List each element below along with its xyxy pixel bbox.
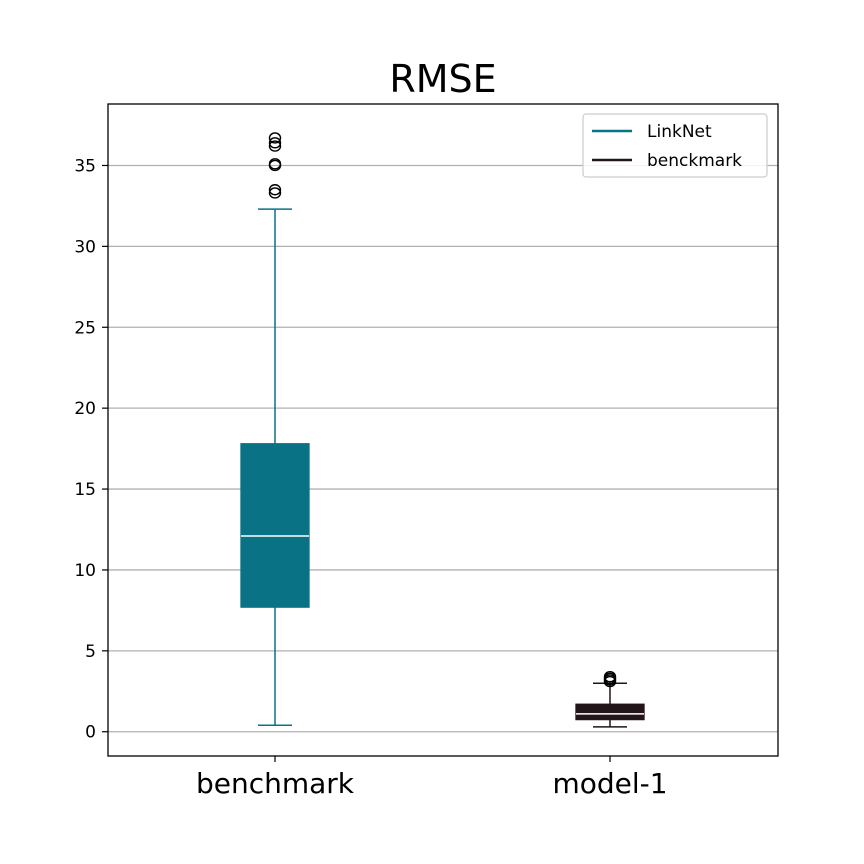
outlier-point xyxy=(603,671,617,683)
plot-frame xyxy=(107,103,779,757)
y-tick-label: 10 xyxy=(74,561,96,581)
axes: 0 5 10 15 20 25 30 35 benchmark model-1 xyxy=(74,156,667,800)
y-tick-label: 20 xyxy=(74,399,96,419)
grid-lines xyxy=(108,164,778,733)
legend: LinkNet benckmark xyxy=(582,113,768,178)
outlier-point xyxy=(268,184,282,196)
box-body xyxy=(240,443,310,608)
chart-title: RMSE xyxy=(389,57,496,101)
box-group-benchmark xyxy=(240,132,310,727)
box-group-model-1 xyxy=(575,671,645,728)
y-tick-label: 15 xyxy=(74,480,96,500)
legend-label: benckmark xyxy=(647,151,742,171)
y-tick-label: 35 xyxy=(74,156,96,176)
outlier-point xyxy=(268,187,282,199)
outlier-point xyxy=(268,158,282,170)
y-tick-label: 5 xyxy=(85,642,96,662)
box-series xyxy=(240,132,645,728)
y-tick-label: 30 xyxy=(74,237,96,257)
x-category-label: model-1 xyxy=(552,767,667,800)
outlier-point xyxy=(268,140,282,152)
y-tick-label: 25 xyxy=(74,318,96,338)
outlier-point xyxy=(268,132,282,144)
box-body xyxy=(575,703,645,721)
y-tick-label: 0 xyxy=(85,723,96,743)
x-category-label: benchmark xyxy=(196,767,355,800)
legend-label: LinkNet xyxy=(647,122,712,142)
outlier-point xyxy=(268,137,282,149)
